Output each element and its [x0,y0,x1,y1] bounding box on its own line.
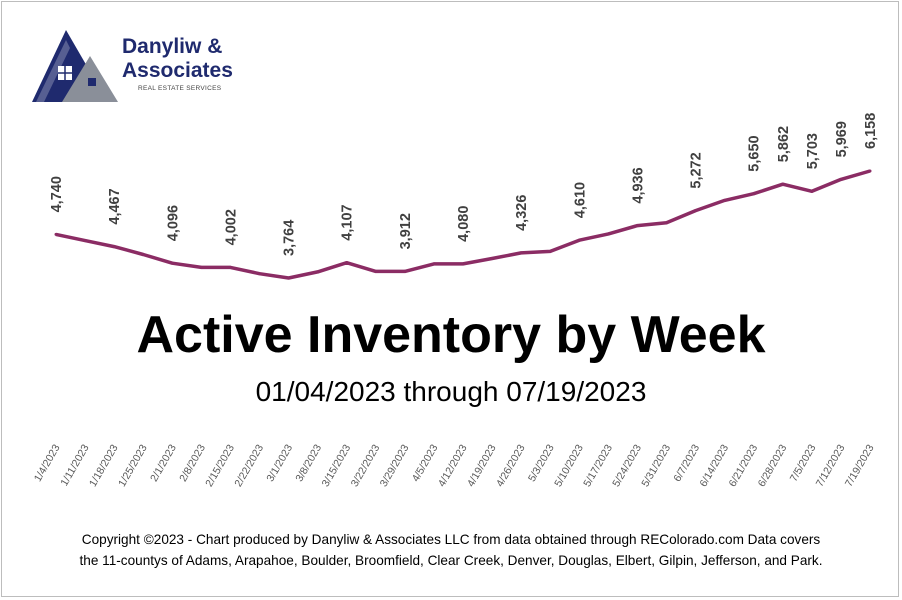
logo-name-line1: Danyliw & [122,35,223,58]
x-tick-label: 3/1/2023 [264,442,295,484]
data-label: 4,096 [165,205,181,241]
data-label: 5,272 [689,152,705,188]
x-tick-label: 5/3/2023 [526,442,557,484]
x-tick-label: 2/22/2023 [232,442,266,489]
x-tick-label: 4/5/2023 [410,442,441,484]
footer-line-2: the 11-countys of Adams, Arapahoe, Bould… [79,553,823,568]
x-tick-label: 7/19/2023 [843,442,877,489]
data-label: 4,326 [514,195,530,231]
x-tick-label: 2/1/2023 [148,442,179,484]
data-label: 4,107 [340,204,356,240]
data-point [54,232,58,236]
copyright-footer: Copyright ©2023 - Chart produced by Dany… [10,529,892,571]
data-point [112,245,116,249]
x-tick-label: 5/31/2023 [639,442,673,489]
data-label: 4,002 [223,209,239,245]
x-tick-label: 7/5/2023 [788,442,819,484]
data-point [345,261,349,265]
x-tick-label: 6/7/2023 [671,442,702,484]
x-tick-label: 2/8/2023 [177,442,208,484]
data-point [403,269,407,273]
data-label: 4,467 [107,188,123,224]
data-point [548,249,552,253]
data-point [810,189,814,193]
chart-title: Active Inventory by Week [136,306,766,364]
data-label: 5,969 [834,121,850,157]
data-point [868,169,872,173]
data-point [577,238,581,242]
data-point [781,182,785,186]
data-point [83,239,87,243]
data-label: 5,703 [805,133,821,169]
data-label: 3,912 [398,213,414,249]
data-point [374,269,378,273]
data-point [752,192,756,196]
data-point [519,251,523,255]
data-label: 5,650 [747,135,763,171]
data-label: 4,610 [572,182,588,218]
x-tick-label: 3/8/2023 [293,442,324,484]
data-point [490,257,494,261]
data-point [606,232,610,236]
data-point [170,261,174,265]
data-label: 4,936 [630,167,646,203]
data-label: 6,158 [863,113,879,149]
company-logo: Danyliw & Associates REAL ESTATE SERVICE… [28,28,258,108]
x-tick-label: 6/28/2023 [756,442,790,489]
logo-tagline: REAL ESTATE SERVICES [138,85,222,92]
data-point [199,265,203,269]
chart-subtitle: 01/04/2023 through 07/19/2023 [255,376,647,407]
data-label: 3,764 [282,220,298,256]
data-point [141,252,145,256]
footer-line-1: Copyright ©2023 - Chart produced by Dany… [81,532,821,547]
data-point [839,177,843,181]
data-point [723,198,727,202]
data-point [665,221,668,225]
x-tick-label: 4/26/2023 [494,442,528,489]
data-point [287,276,291,280]
data-point [432,262,436,266]
house-logo-icon [32,30,118,102]
x-tick-label: 1/25/2023 [116,442,150,489]
logo-name-line2: Associates [122,59,233,82]
x-tick-label: 1/4/2023 [32,442,63,484]
data-label: 4,080 [456,206,472,242]
data-label: 4,740 [49,176,65,212]
x-tick-label: 3/29/2023 [378,442,412,489]
data-point [461,262,465,266]
data-point [635,224,639,228]
data-label: 5,862 [776,126,792,162]
data-point [316,270,320,274]
data-point [228,265,232,269]
data-point [258,272,261,276]
data-point [694,209,698,213]
